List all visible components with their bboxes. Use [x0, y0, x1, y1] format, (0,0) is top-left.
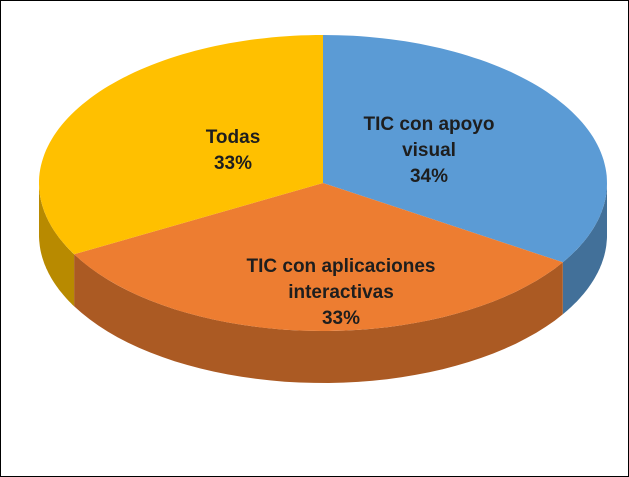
- data-label: Todas 33%: [188, 125, 278, 177]
- value-label: 33%: [321, 308, 361, 329]
- side-wall: [562, 183, 607, 315]
- side-wall: [74, 254, 563, 383]
- data-label: TIC con aplicaciones interactivas 33%: [206, 254, 476, 332]
- pie-slice: [39, 35, 323, 255]
- category-label: TIC con aplicaciones interactivas: [246, 256, 436, 303]
- data-label: TIC con apoyo visual 34%: [349, 112, 509, 190]
- pie-slice: [74, 183, 563, 331]
- side-wall: [39, 183, 75, 307]
- value-label: 34%: [409, 166, 449, 187]
- value-label: 33%: [213, 153, 253, 174]
- category-label: TIC con apoyo visual: [363, 114, 495, 161]
- pie-slice: [323, 35, 607, 263]
- category-label: Todas: [205, 127, 261, 148]
